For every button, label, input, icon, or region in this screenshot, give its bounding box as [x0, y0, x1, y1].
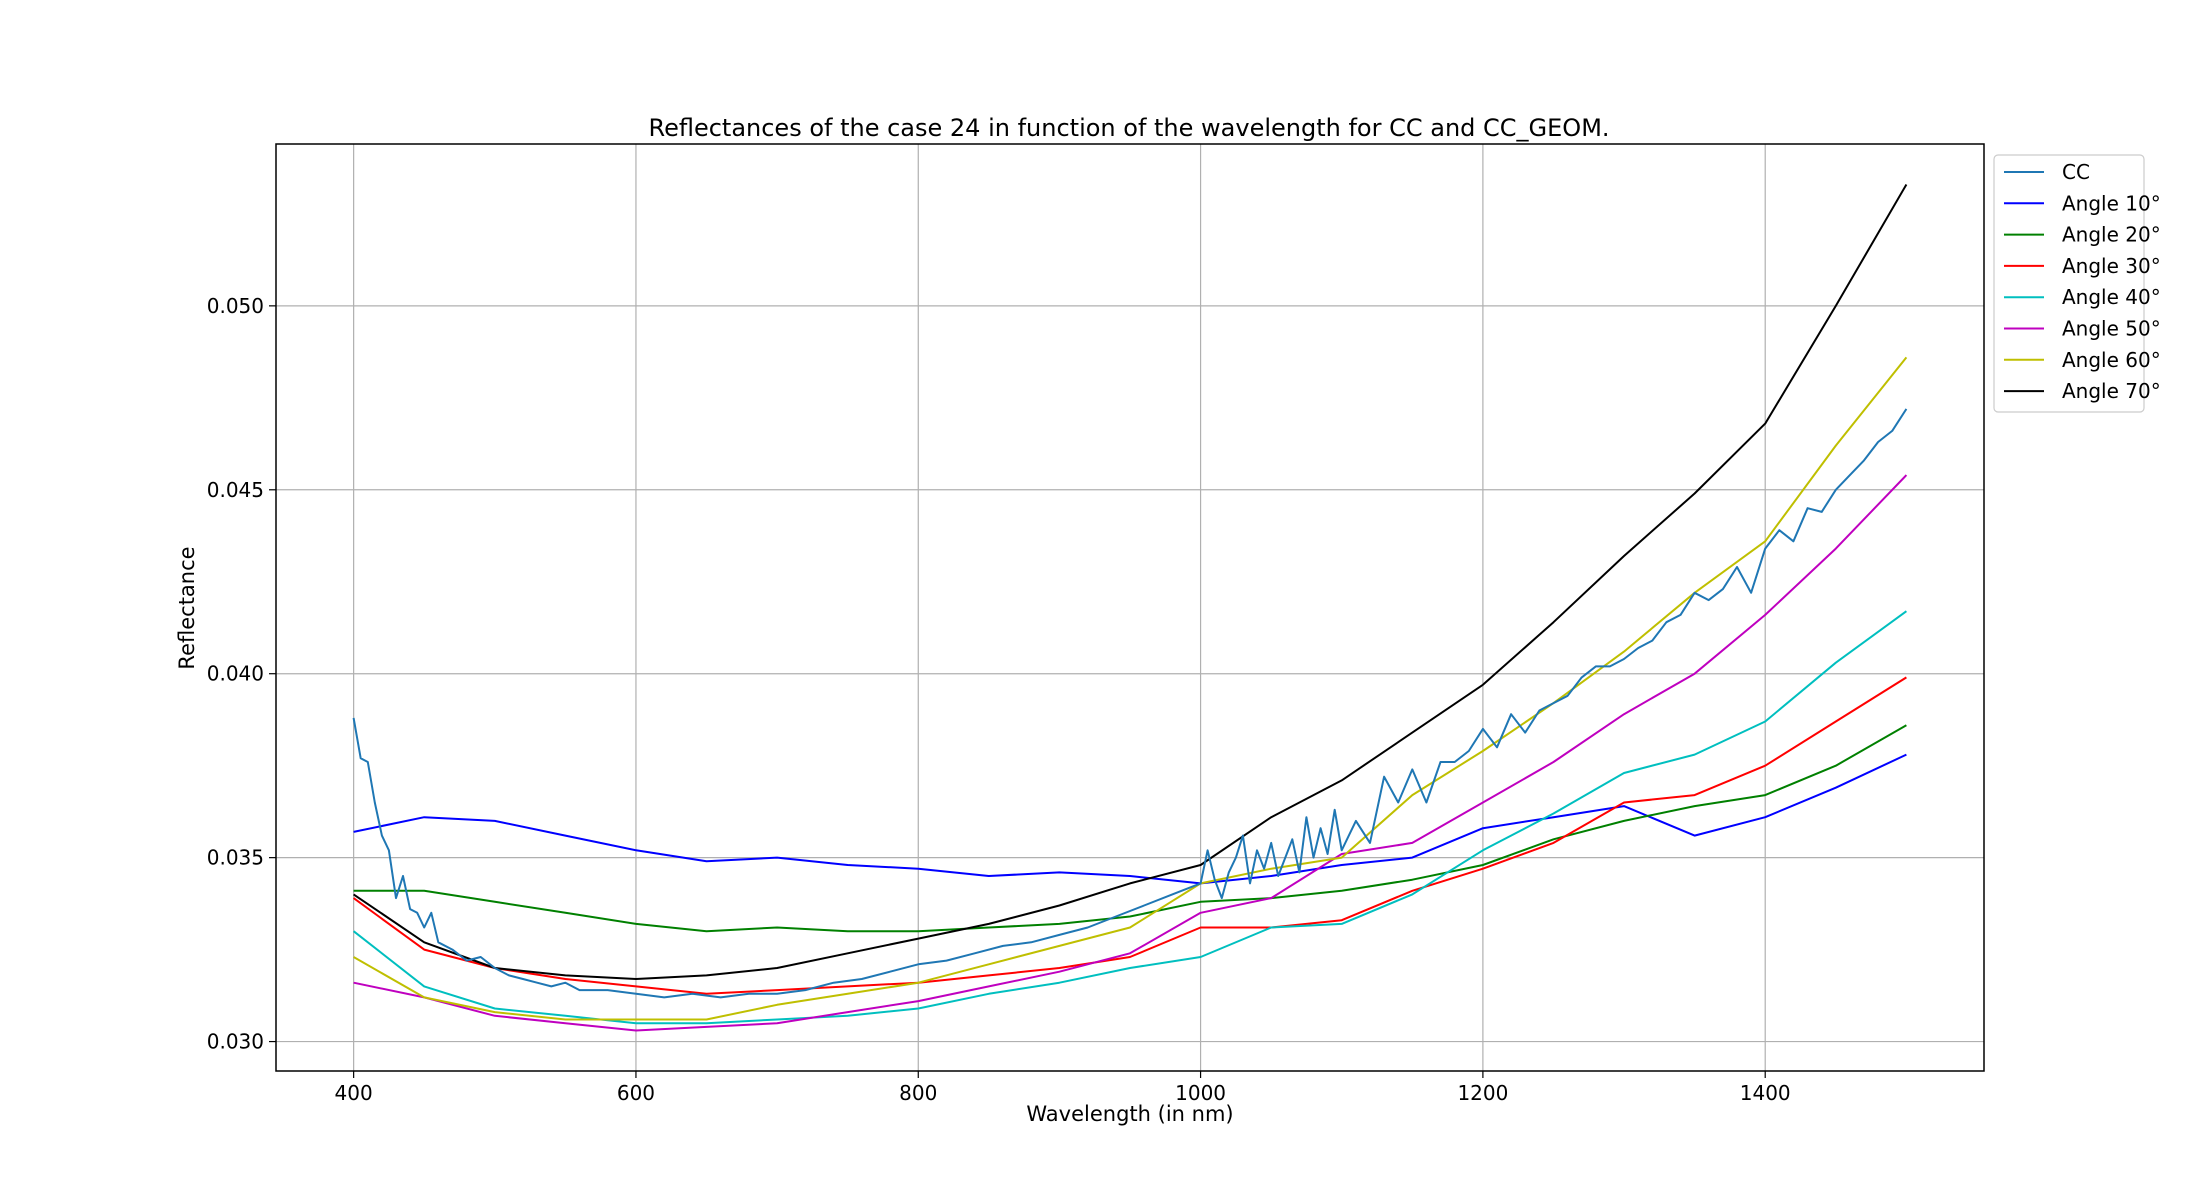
- legend-label-angle-60: Angle 60°: [2062, 348, 2161, 372]
- axis-ticks: 400 600 800 1000 1200 1400 0.030 0.035 0.040 0.04…: [207, 294, 1791, 1105]
- x-axis-label: Wavelength (in nm): [1026, 1102, 1233, 1126]
- series-line-cc: [352, 408, 1908, 999]
- chart-title: Reflectances of the case 24 in function …: [648, 114, 1609, 142]
- x-tick-label: 600: [617, 1081, 655, 1105]
- y-tick-label: 0.040: [207, 662, 264, 686]
- legend-label-angle-20: Angle 20°: [2062, 223, 2161, 247]
- legend-label-angle-30: Angle 30°: [2062, 254, 2161, 278]
- legend-box: [1993, 154, 2145, 413]
- y-tick-label: 0.050: [207, 294, 264, 318]
- x-tick-label: 1400: [1740, 1081, 1791, 1105]
- series-line-angle-50: [353, 474, 1908, 1032]
- y-tick-label: 0.030: [207, 1030, 264, 1054]
- series-line-angle-60: [353, 356, 1908, 1021]
- legend-label-angle-70: Angle 70°: [2062, 379, 2161, 403]
- series-line-angle-20: [353, 724, 1907, 933]
- plot-series: [352, 183, 1908, 1032]
- legend-label-angle-40: Angle 40°: [2062, 285, 2161, 309]
- chart-legend: CC Angle 10° Angle 20° Angle 30° Angle 40° An…: [1993, 154, 2161, 413]
- series-line-angle-30: [353, 676, 1907, 995]
- x-tick-label: 1000: [1175, 1081, 1226, 1105]
- x-tick-label: 800: [899, 1081, 937, 1105]
- y-tick-label: 0.035: [207, 846, 264, 870]
- legend-label-angle-50: Angle 50°: [2062, 317, 2161, 341]
- legend-label-angle-10: Angle 10°: [2062, 191, 2161, 215]
- legend-label-cc: CC: [2062, 160, 2090, 184]
- x-tick-label: 1200: [1457, 1081, 1508, 1105]
- plot-area-frame: [275, 143, 1985, 1072]
- series-line-angle-40: [352, 610, 1907, 1025]
- series-line-angle-70: [353, 183, 1908, 980]
- x-tick-label: 400: [335, 1081, 373, 1105]
- y-tick-label: 0.045: [207, 478, 264, 502]
- y-axis-label: Reflectance: [175, 546, 199, 669]
